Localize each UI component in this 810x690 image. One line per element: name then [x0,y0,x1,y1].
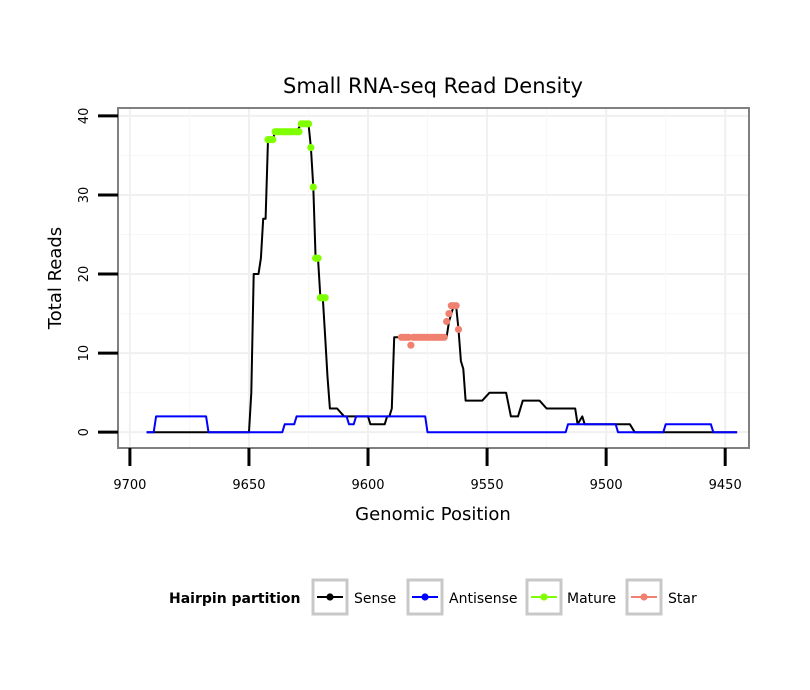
legend-label-star: Star [668,591,697,607]
legend-key-star-point [640,593,648,601]
y-tick-label: 10 [77,345,92,362]
y-tick-label: 40 [77,108,92,125]
x-axis-title: Genomic Position [355,504,511,525]
legend-key-sense-point [326,593,334,601]
legend-title: Hairpin partition [169,591,300,607]
chart-title: Small RNA-seq Read Density [283,74,583,98]
antisense-line [146,415,738,434]
legend-key-mature-point [540,593,548,601]
legend-label-sense: Sense [354,591,396,607]
y-tick-label: 0 [77,428,92,436]
grid-lines [118,108,749,448]
star-point [454,325,463,333]
star-point [445,309,453,318]
mature-point [321,294,329,302]
star-point [442,317,451,326]
star-point [440,333,448,341]
x-tick-label: 9650 [232,478,265,493]
star-point [407,341,415,349]
star-point [452,302,460,310]
mature-point [307,143,315,152]
mature-point [314,254,322,262]
y-tick-label: 20 [77,266,92,283]
plot-panel-border [117,107,750,449]
y-axis: 0 10 20 30 40 [77,108,118,436]
sense-line [146,122,738,434]
mature-point [309,183,317,191]
legend-label-mature: Mature [567,591,616,607]
legend-key-antisense-point [421,593,429,601]
y-axis-title: Total Reads [45,227,66,330]
legend: Hairpin partition Sense Antisense Mature St… [169,578,697,616]
mature-point [295,128,303,136]
x-tick-label: 9600 [351,478,384,493]
x-tick-label: 9450 [709,478,742,493]
x-axis: 9700 9650 9600 9550 9500 9450 [113,448,742,493]
x-tick-label: 9550 [471,478,504,493]
x-tick-label: 9500 [590,478,623,493]
legend-label-antisense: Antisense [449,591,518,607]
series-layer [146,120,738,434]
mature-point [304,120,313,128]
y-tick-label: 30 [77,187,92,204]
mature-point [269,136,277,144]
x-tick-label: 9700 [113,478,146,493]
